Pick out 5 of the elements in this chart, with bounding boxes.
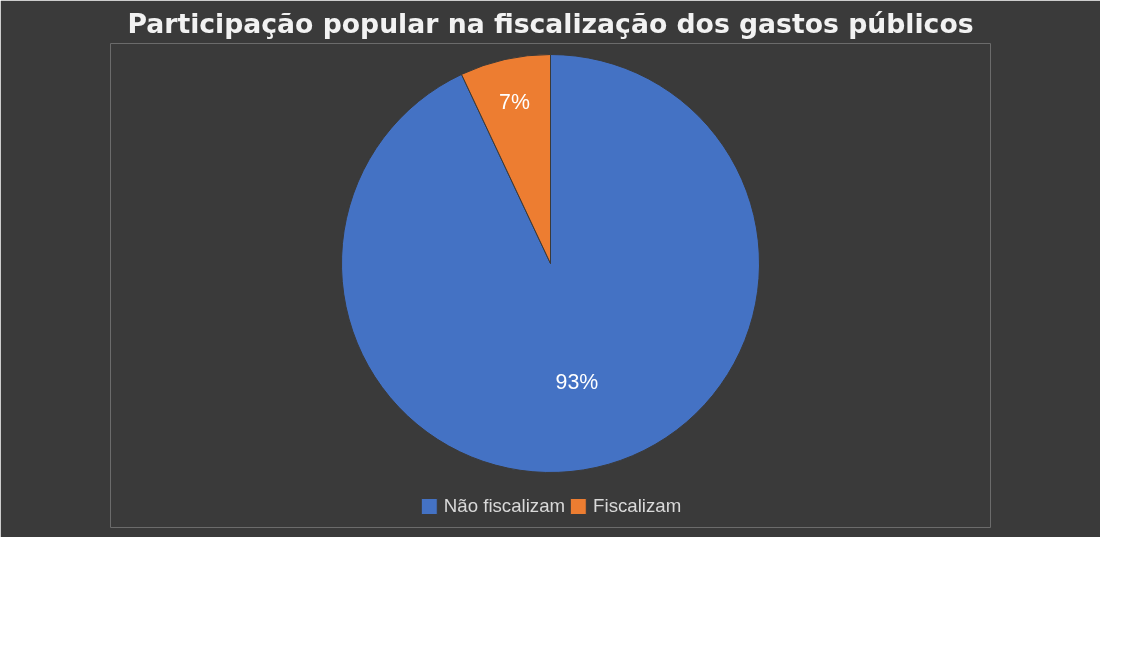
chart-title: Participação popular na fiscalização dos gastos públicos [127,7,974,39]
legend-label: Fiscalizam [593,495,682,517]
data-label: 7% [499,90,530,115]
legend-label: Não fiscalizam [443,495,566,517]
data-label: 93% [555,369,599,394]
